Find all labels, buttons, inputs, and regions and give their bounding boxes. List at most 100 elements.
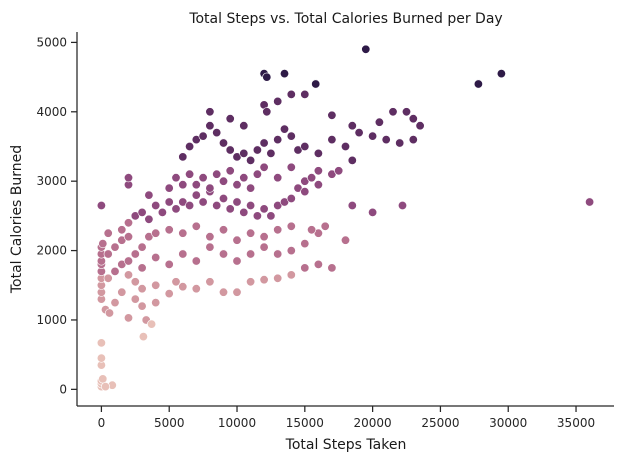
data-point xyxy=(219,287,229,297)
data-point xyxy=(273,96,283,106)
data-point xyxy=(151,280,161,290)
data-point xyxy=(110,242,120,252)
data-point xyxy=(246,183,256,193)
data-point xyxy=(239,173,249,183)
data-point xyxy=(178,249,188,259)
data-point xyxy=(164,225,174,235)
data-point xyxy=(286,131,296,141)
data-point xyxy=(408,114,418,124)
data-point xyxy=(259,204,269,214)
data-point xyxy=(198,173,208,183)
data-point xyxy=(144,214,154,224)
data-point xyxy=(307,225,317,235)
y-tick-label: 3000 xyxy=(36,174,67,188)
data-point xyxy=(259,275,269,285)
data-point xyxy=(300,142,310,152)
data-point xyxy=(205,183,215,193)
data-point xyxy=(96,338,106,348)
data-point xyxy=(117,287,127,297)
data-point xyxy=(137,301,147,311)
data-point xyxy=(157,207,167,217)
data-point xyxy=(300,263,310,273)
data-point xyxy=(401,107,411,117)
data-point xyxy=(225,145,235,155)
y-tick-label: 1000 xyxy=(36,313,67,327)
data-point xyxy=(273,135,283,145)
data-point xyxy=(137,207,147,217)
data-point xyxy=(313,180,323,190)
data-point xyxy=(137,284,147,294)
data-point xyxy=(279,69,289,79)
data-point xyxy=(178,282,188,292)
data-point xyxy=(219,138,229,148)
data-point xyxy=(151,228,161,238)
data-point xyxy=(101,382,111,392)
data-point xyxy=(205,277,215,287)
x-tick-label: 35000 xyxy=(557,416,595,430)
data-point xyxy=(259,162,269,172)
data-point xyxy=(96,353,106,363)
data-point xyxy=(473,79,483,89)
data-point xyxy=(205,121,215,131)
x-tick-label: 0 xyxy=(98,416,106,430)
data-point xyxy=(232,180,242,190)
data-point xyxy=(300,89,310,99)
data-point xyxy=(232,287,242,297)
data-point xyxy=(262,107,272,117)
data-point xyxy=(395,138,405,148)
data-point xyxy=(239,207,249,217)
data-point xyxy=(137,242,147,252)
y-axis-label: Total Calories Burned xyxy=(9,145,25,294)
data-point xyxy=(273,225,283,235)
data-point xyxy=(164,183,174,193)
chart-title: Total Steps vs. Total Calories Burned pe… xyxy=(188,11,502,27)
data-point xyxy=(286,194,296,204)
data-point xyxy=(151,201,161,211)
data-point xyxy=(205,232,215,242)
data-point xyxy=(151,298,161,308)
data-point xyxy=(388,107,398,117)
data-point xyxy=(246,249,256,259)
data-point xyxy=(374,117,384,127)
data-point xyxy=(185,142,195,152)
y-axis-ticks: 0 1000 2000 3000 4000 5000 xyxy=(36,35,77,396)
data-point xyxy=(124,173,134,183)
data-point xyxy=(286,246,296,256)
data-point xyxy=(130,294,140,304)
data-point xyxy=(273,249,283,259)
data-point xyxy=(105,308,115,318)
data-point xyxy=(246,201,256,211)
data-point xyxy=(246,155,256,165)
data-point xyxy=(286,270,296,280)
data-point xyxy=(212,201,222,211)
data-point xyxy=(137,263,147,273)
data-point xyxy=(178,152,188,162)
y-tick-label: 0 xyxy=(59,382,67,396)
data-point xyxy=(171,173,181,183)
data-point xyxy=(347,201,357,211)
data-point xyxy=(397,201,407,211)
data-point xyxy=(286,221,296,231)
x-tick-label: 25000 xyxy=(421,416,459,430)
x-tick-label: 15000 xyxy=(286,416,324,430)
data-point xyxy=(252,145,262,155)
data-point xyxy=(286,89,296,99)
data-point xyxy=(408,135,418,145)
data-point xyxy=(110,266,120,276)
data-point xyxy=(198,131,208,141)
data-point xyxy=(313,166,323,176)
data-point xyxy=(138,332,148,342)
data-point xyxy=(124,218,134,228)
data-point xyxy=(273,173,283,183)
x-tick-label: 30000 xyxy=(489,416,527,430)
data-point xyxy=(259,138,269,148)
data-point xyxy=(239,148,249,158)
data-point xyxy=(98,239,108,249)
data-points xyxy=(96,44,595,392)
data-point xyxy=(164,259,174,269)
data-point xyxy=(219,176,229,186)
data-point xyxy=(96,201,106,211)
x-tick-label: 20000 xyxy=(354,416,392,430)
data-point xyxy=(354,128,364,138)
data-point xyxy=(178,180,188,190)
